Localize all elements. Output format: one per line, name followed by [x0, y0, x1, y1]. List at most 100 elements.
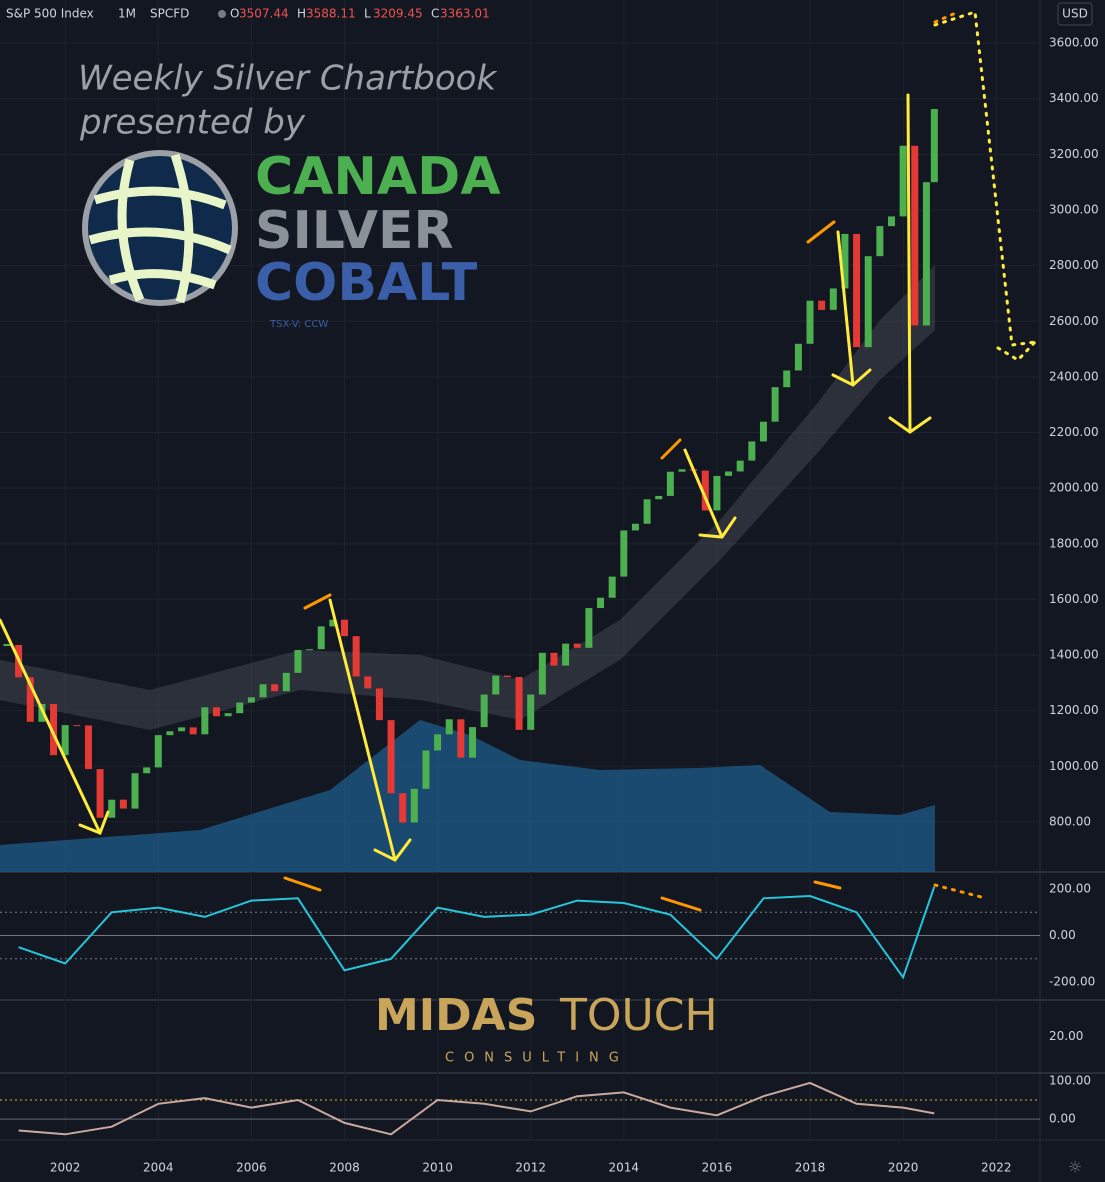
x-tick-label: 2018 — [795, 1161, 826, 1175]
candle — [26, 677, 34, 722]
y-tick-label: 3000.00 — [1049, 203, 1099, 217]
candle — [876, 226, 884, 257]
candle — [748, 441, 756, 461]
candle — [818, 300, 826, 310]
candle — [864, 256, 872, 348]
candle — [410, 788, 418, 823]
y-tick-label: 3400.00 — [1049, 91, 1099, 105]
candle — [119, 799, 127, 809]
watermark-line2: presented by — [79, 103, 306, 143]
y-tick-label: 0.00 — [1049, 1112, 1076, 1126]
candle — [759, 421, 767, 442]
candle — [364, 676, 372, 689]
x-tick-label: 2022 — [981, 1161, 1012, 1175]
candle — [50, 703, 58, 756]
x-tick-label: 2010 — [422, 1161, 453, 1175]
y-tick-label: 200.00 — [1049, 881, 1091, 895]
currency-box[interactable] — [1057, 2, 1093, 26]
candle — [538, 652, 546, 695]
candle — [666, 471, 674, 496]
candle — [480, 694, 488, 728]
y-tick-label: 1200.00 — [1049, 703, 1099, 717]
divergence-lines — [283, 220, 842, 912]
y-tick-label: 2400.00 — [1049, 369, 1099, 383]
candle — [515, 677, 523, 730]
candle — [352, 636, 360, 677]
ohlc-value: 3507.44 — [239, 7, 289, 21]
candle — [154, 735, 162, 768]
arrow — [683, 448, 737, 539]
arrow — [328, 598, 412, 862]
candle — [503, 675, 511, 678]
candle — [212, 707, 220, 717]
ohlc-label: O — [230, 7, 239, 21]
candle — [84, 725, 92, 770]
y-tick-label: 0.00 — [1049, 928, 1076, 942]
arrow — [888, 93, 932, 434]
annotations — [0, 10, 1037, 912]
candle — [678, 469, 686, 472]
candle — [527, 694, 535, 730]
ohlc-value: 3363.01 — [440, 7, 490, 21]
x-tick-label: 2012 — [515, 1161, 546, 1175]
y-tick-label: 3600.00 — [1049, 36, 1099, 50]
watermark-line1: Weekly Silver Chartbook — [78, 59, 497, 99]
candle — [3, 644, 11, 647]
x-tick-label: 2004 — [143, 1161, 174, 1175]
candle — [701, 470, 709, 511]
header: S&P 500 Index 1M SPCFD O 3507.44 H 3588.11 L… — [6, 2, 1093, 26]
candle — [61, 725, 69, 756]
y-tick-label: 2600.00 — [1049, 314, 1099, 328]
settings-icon[interactable]: ☼ — [1068, 1158, 1082, 1177]
candle — [930, 109, 938, 183]
candle — [841, 233, 849, 289]
candle — [585, 608, 593, 648]
candle — [282, 672, 290, 692]
candle — [434, 734, 442, 751]
candle — [899, 145, 907, 217]
candle — [573, 643, 581, 648]
x-tick-label: 2006 — [236, 1161, 267, 1175]
volume-area — [0, 720, 935, 872]
candle — [329, 619, 337, 627]
candle — [178, 727, 186, 732]
globe-lines — [88, 153, 232, 304]
candle — [492, 675, 500, 695]
candle — [911, 145, 919, 326]
indicator-line — [18, 886, 936, 980]
x-tick-label: 2002 — [50, 1161, 81, 1175]
interval: 1M — [118, 7, 136, 21]
y-tick-label: 2000.00 — [1049, 481, 1099, 495]
watermark: Weekly Silver Chartbook presented by CAN… — [78, 59, 501, 331]
candle — [387, 720, 395, 794]
company-2: SILVER — [255, 201, 454, 261]
candle — [143, 767, 151, 774]
candle — [108, 799, 116, 818]
sponsor-name1: MIDAS — [375, 990, 537, 1041]
candle — [713, 475, 721, 511]
candle — [445, 719, 453, 735]
y-tick-label: 1800.00 — [1049, 536, 1099, 550]
candle — [771, 387, 779, 422]
candle — [736, 460, 744, 472]
candle — [853, 233, 861, 348]
y-tick-label: 1000.00 — [1049, 759, 1099, 773]
currency[interactable]: USD — [1062, 7, 1088, 21]
arrow — [0, 618, 110, 835]
candle — [469, 727, 477, 758]
candle — [457, 719, 465, 758]
sponsor-tagline: CONSULTING — [445, 1051, 629, 1066]
ticker: TSX-V: CCW — [269, 319, 328, 330]
source: SPCFD — [150, 7, 189, 21]
candle — [201, 707, 209, 735]
candle — [643, 499, 651, 524]
y-tick-label: 2800.00 — [1049, 258, 1099, 272]
status-dot — [218, 10, 226, 18]
y-tick-label: 2200.00 — [1049, 425, 1099, 439]
candle — [189, 727, 197, 735]
ohlc-value: 3588.11 — [306, 7, 356, 21]
candle — [306, 649, 314, 651]
forecast-dots — [933, 10, 987, 900]
forecast-path — [933, 10, 1037, 362]
